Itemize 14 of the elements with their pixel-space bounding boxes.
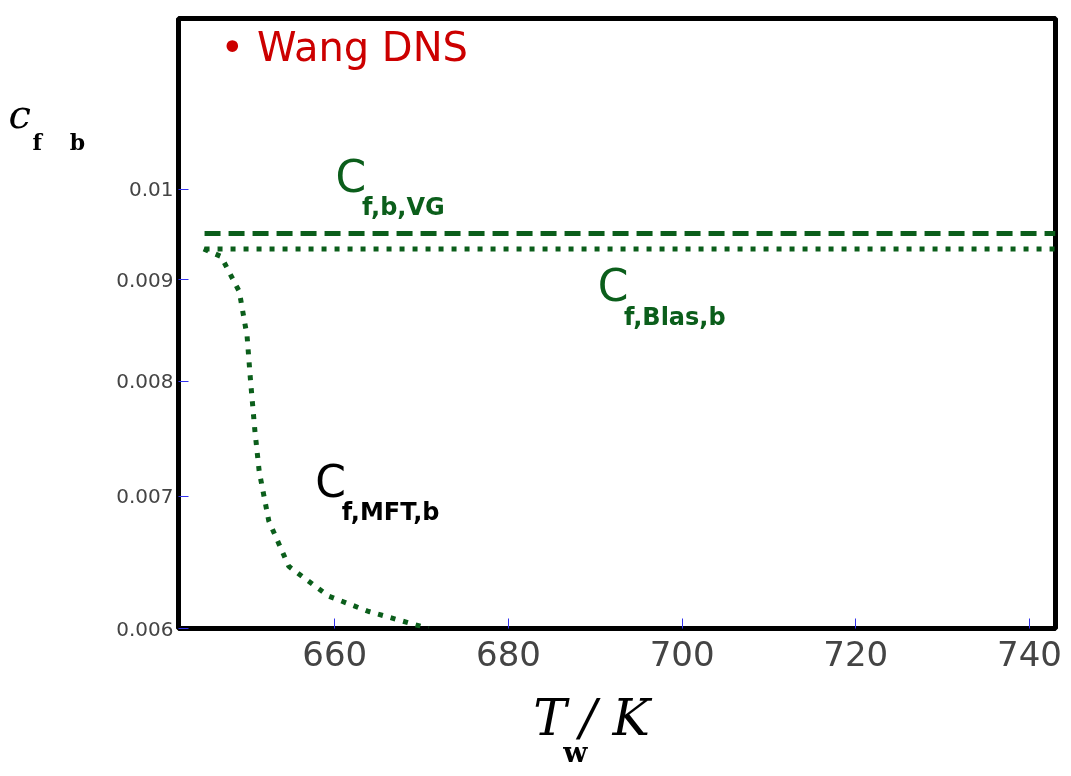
y-tick-label: 0.006 [116,616,174,641]
x-tick-label: 680 [476,633,541,674]
x-tick-label: 720 [823,633,889,674]
annotation: Cf,b,VG [335,150,445,222]
y-tick-label: 0.008 [116,369,174,394]
annotation: Cf,Blas,b [597,260,726,332]
x-tick-label: 700 [649,633,715,674]
y-tick-label: 0.01 [128,177,174,202]
y-tick-label: 0.009 [116,267,174,292]
x-tick-label: 660 [302,633,368,674]
y-tick-label: 0.007 [116,484,174,508]
x-tick-label: 740 [997,633,1062,674]
annotation: Cf,MFT,b [315,455,440,527]
annotation: • Wang DNS [220,24,468,71]
